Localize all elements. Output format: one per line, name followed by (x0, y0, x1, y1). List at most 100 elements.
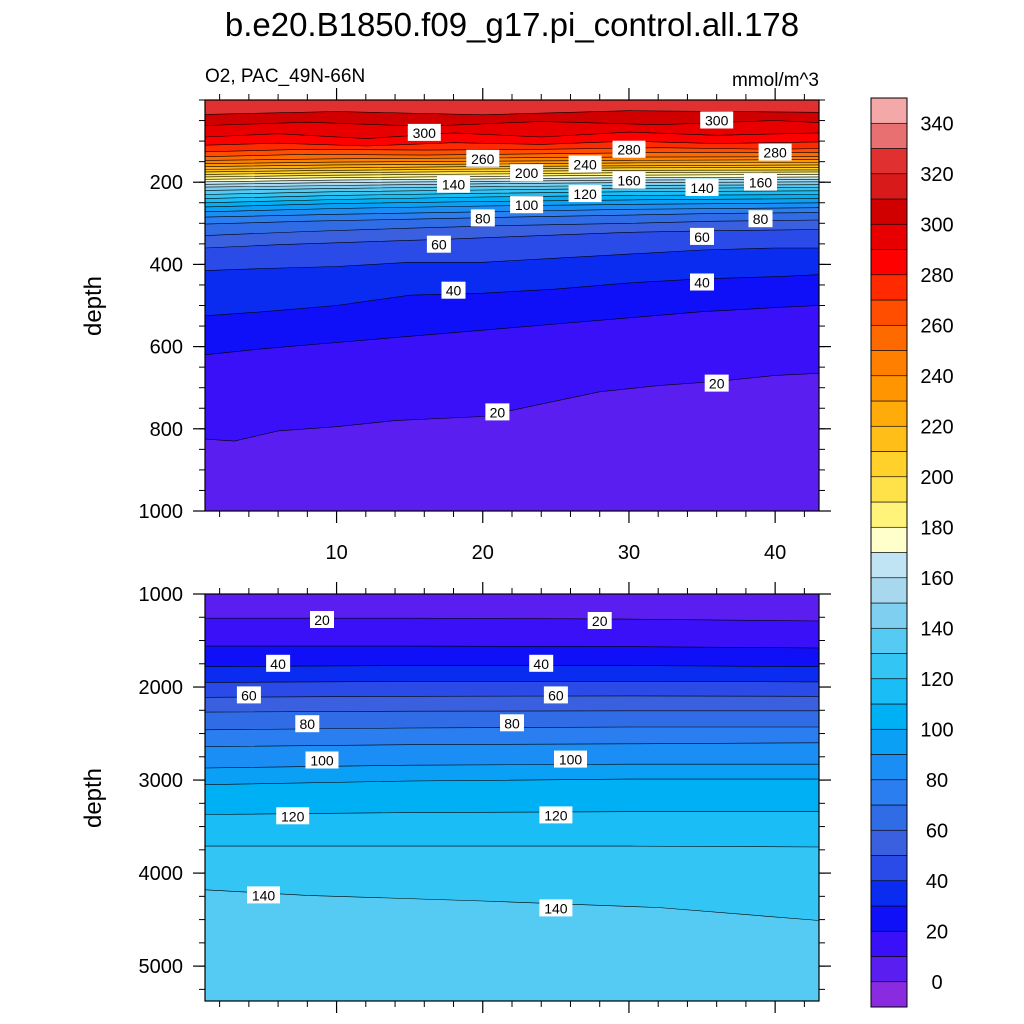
contour-label: 40 (270, 656, 286, 672)
contour-line-290 (205, 140, 819, 147)
colorbar-segment (870, 173, 908, 200)
contour-label-box (568, 185, 602, 203)
variable-region-subtitle: O2, PAC_49N-66N (205, 66, 365, 87)
contour-label-box (247, 886, 280, 904)
contour-label: 20 (490, 404, 506, 420)
contour-line-40 (205, 665, 819, 667)
contour-band-140 (205, 889, 819, 1001)
contour-label-box (744, 173, 777, 191)
colorbar-segment (870, 375, 908, 402)
contour-line-190 (205, 174, 819, 180)
colorbar-segment (870, 779, 908, 806)
contour-label-box (704, 374, 729, 392)
contour-label-box (407, 123, 441, 141)
contour-label-box (748, 210, 773, 228)
colorbar-segment (870, 400, 908, 427)
contour-line-30 (205, 645, 819, 649)
contour-line-100 (205, 202, 819, 213)
y-tick-label: 200 (150, 172, 183, 194)
colorbar-segment (870, 930, 908, 957)
x-tick-label: 10 (325, 542, 347, 564)
figure-title: b.e20.B1850.f09_g17.pi_control.all.178 (225, 6, 799, 43)
contour-line-60 (205, 695, 819, 698)
y-tick-label: 3000 (139, 770, 184, 792)
y-tick-label: 5000 (139, 956, 184, 978)
colorbar-segment (870, 754, 908, 781)
lower-ylabel: depth (80, 768, 107, 828)
contour-line-70 (205, 219, 819, 236)
contour-label: 80 (475, 210, 491, 226)
contour-label: 60 (431, 237, 447, 253)
contour-label: 40 (446, 283, 462, 299)
contour-label: 40 (694, 275, 710, 291)
contour-line-20 (205, 617, 819, 622)
contour-line-90 (205, 742, 819, 747)
colorbar-segment (870, 198, 908, 225)
colorbar-segment (870, 855, 908, 882)
contour-label: 60 (548, 687, 564, 703)
upper-depth-panel: 300 300 260 200 240 280 280 160 160 140 140 120 100 8… (80, 88, 831, 564)
colorbar-segment (870, 451, 908, 478)
y-tick-label: 2000 (139, 677, 184, 699)
colorbar: 0 20 40 60 80 100 120 140 160 180 200 220 240 260 280 3… (870, 97, 954, 1008)
contour-line-110 (205, 198, 819, 208)
colorbar-tick-label: 80 (926, 770, 948, 792)
colorbar-tick-label: 200 (920, 467, 953, 489)
contour-line-50 (205, 681, 819, 683)
colorbar-segment (870, 148, 908, 175)
contour-label: 60 (241, 687, 257, 703)
colorbar-tick-label: 20 (926, 921, 948, 943)
contour-label: 140 (544, 900, 568, 916)
colorbar-segment (870, 324, 908, 351)
colorbar-segment (870, 526, 908, 553)
contour-label: 280 (617, 142, 641, 158)
colorbar-segment (870, 627, 908, 654)
y-tick-label: 1000 (139, 501, 184, 523)
colorbar-segment (870, 97, 908, 124)
contour-label: 80 (504, 715, 520, 731)
colorbar-segment (870, 678, 908, 705)
contour-label-box (485, 403, 510, 421)
x-tick-label: 20 (472, 542, 494, 564)
contour-line-40 (205, 274, 819, 317)
contour-label: 20 (709, 376, 725, 392)
colorbar-segment (870, 956, 908, 983)
upper-ylabel: depth (80, 276, 107, 336)
contour-line-50 (205, 247, 819, 271)
contour-label: 300 (413, 125, 437, 141)
colorbar-segment (870, 829, 908, 856)
contour-line-300 (205, 131, 819, 139)
contour-label-box (690, 273, 714, 291)
contour-label-box (426, 235, 451, 253)
colorbar-segment (870, 299, 908, 326)
colorbar-tick-label: 340 (920, 113, 953, 135)
y-tick-label: 1000 (139, 584, 184, 606)
contour-label: 120 (544, 807, 568, 823)
contour-label: 240 (573, 157, 597, 173)
contour-label: 200 (515, 165, 539, 181)
colorbar-tick-label: 140 (920, 618, 953, 640)
contour-label-box (539, 806, 573, 824)
contour-label: 20 (314, 612, 330, 628)
colorbar-segment (870, 249, 908, 276)
x-tick-label: 40 (764, 542, 786, 564)
y-tick-label: 800 (150, 419, 183, 441)
contour-line-310 (205, 120, 819, 127)
colorbar-frame (870, 97, 908, 1008)
contour-label-box (568, 155, 602, 173)
colorbar-tick-label: 120 (920, 669, 953, 691)
contour-band-10 (205, 373, 819, 511)
colorbar-segment (870, 602, 908, 629)
contour-label-box (510, 196, 544, 214)
colorbar-tick-label: 100 (920, 719, 953, 741)
contour-label-box (685, 179, 719, 196)
contour-label-box (690, 227, 714, 245)
contour-line-80 (205, 212, 819, 225)
contour-line-320 (205, 110, 819, 116)
contour-line-220 (205, 167, 819, 173)
colorbar-tick-label: 40 (926, 871, 948, 893)
contour-label: 160 (749, 175, 773, 191)
contour-label: 260 (471, 151, 495, 167)
contour-label: 140 (252, 887, 276, 903)
colorbar-tick-label: 300 (920, 214, 953, 236)
